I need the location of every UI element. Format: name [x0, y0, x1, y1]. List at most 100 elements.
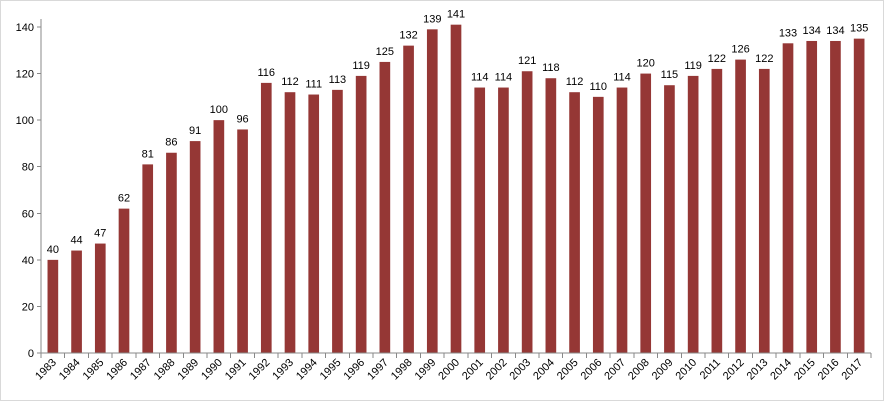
bar — [782, 43, 794, 354]
x-tick-label: 2006 — [579, 357, 605, 383]
data-label: 114 — [495, 72, 513, 84]
y-tick-label: 40 — [22, 255, 34, 267]
data-label: 47 — [94, 228, 106, 240]
y-tick-label: 140 — [16, 22, 34, 34]
bar — [474, 87, 486, 354]
bar — [237, 129, 248, 353]
data-label: 119 — [352, 60, 370, 72]
bar — [711, 68, 723, 354]
x-tick-label: 1991 — [223, 357, 249, 383]
bar — [569, 92, 580, 353]
data-label: 134 — [826, 25, 844, 37]
bar — [498, 87, 509, 354]
y-tick-label: 20 — [22, 301, 34, 313]
x-tick-label: 1997 — [365, 357, 391, 383]
data-label: 121 — [518, 55, 536, 67]
bar — [450, 24, 462, 354]
y-tick-label: 80 — [22, 162, 34, 174]
data-label: 122 — [708, 53, 726, 65]
data-label: 112 — [281, 76, 299, 88]
data-label: 118 — [542, 62, 560, 74]
x-tick-label: 1996 — [341, 357, 367, 383]
data-label: 133 — [779, 27, 797, 39]
x-tick-label: 1998 — [389, 357, 415, 383]
data-label: 114 — [471, 72, 489, 84]
x-tick-label: 1992 — [247, 357, 273, 383]
bar — [664, 85, 675, 353]
x-tick-label: 2013 — [745, 357, 771, 383]
x-tick-label: 1999 — [413, 357, 439, 383]
bar — [355, 75, 367, 354]
data-label: 134 — [803, 25, 821, 37]
data-label: 126 — [731, 44, 749, 56]
bar — [806, 40, 818, 353]
data-label: 119 — [684, 60, 702, 72]
bar — [308, 94, 320, 354]
bar — [426, 29, 438, 353]
bar — [758, 68, 770, 354]
x-tick-label: 1985 — [81, 357, 107, 383]
y-tick-label: 0 — [28, 348, 34, 360]
bar — [189, 141, 201, 353]
data-label: 116 — [258, 67, 276, 79]
data-label: 100 — [210, 104, 228, 116]
x-tick-label: 2009 — [650, 357, 676, 383]
data-label: 81 — [142, 148, 154, 160]
data-label: 114 — [613, 72, 631, 84]
data-label: 62 — [118, 193, 130, 205]
bar — [332, 89, 343, 353]
data-label: 86 — [165, 137, 177, 149]
data-label: 44 — [70, 235, 82, 247]
x-tick-label: 1990 — [199, 357, 225, 383]
data-label: 122 — [755, 53, 773, 65]
bar — [830, 40, 841, 353]
data-label: 120 — [637, 58, 655, 70]
x-tick-label: 1994 — [294, 357, 320, 383]
data-label: 125 — [376, 46, 394, 58]
x-tick-label: 2012 — [721, 357, 747, 383]
x-tick-label: 2011 — [698, 357, 723, 382]
data-label: 96 — [236, 113, 248, 125]
bar — [403, 45, 414, 353]
data-label: 141 — [447, 9, 465, 21]
x-tick-label: 2010 — [673, 357, 699, 383]
data-label: 113 — [329, 74, 347, 86]
x-tick-label: 1987 — [128, 357, 154, 383]
x-tick-label: 2004 — [531, 357, 557, 383]
bar — [735, 59, 746, 353]
x-tick-label: 2017 — [839, 357, 865, 383]
bar — [592, 96, 604, 353]
x-tick-label: 1995 — [318, 357, 344, 383]
data-label: 91 — [189, 125, 201, 137]
x-tick-label: 1986 — [104, 357, 130, 383]
data-labels: 40 44 47 62 81 86 91 100 96 116 112 111 113 119 125 132… — [47, 9, 869, 256]
bar — [71, 250, 82, 353]
bar — [284, 92, 296, 353]
data-label: 135 — [850, 23, 868, 35]
data-label: 115 — [661, 69, 679, 81]
y-axis-ticks: 0 20 40 60 80 100 120 140 — [16, 22, 41, 360]
x-tick-label: 2008 — [626, 357, 652, 383]
bar — [616, 87, 628, 354]
x-tick-label: 1988 — [152, 357, 178, 383]
data-label: 40 — [47, 244, 59, 256]
y-tick-label: 100 — [16, 115, 34, 127]
x-tick-label: 2005 — [555, 357, 581, 383]
bar — [687, 75, 699, 354]
bar — [379, 61, 391, 354]
x-tick-label: 1989 — [175, 357, 201, 383]
bar — [166, 152, 177, 353]
data-label: 111 — [305, 79, 322, 91]
data-label: 132 — [399, 30, 417, 42]
bar — [94, 243, 106, 353]
x-tick-label: 2002 — [484, 357, 510, 383]
bar — [213, 120, 225, 354]
bar — [118, 208, 130, 353]
bar — [142, 164, 154, 353]
x-tick-label: 2014 — [768, 357, 794, 383]
x-tick-label: 1993 — [270, 357, 296, 383]
x-tick-label: 1984 — [57, 357, 83, 383]
x-tick-label: 1983 — [33, 357, 59, 383]
